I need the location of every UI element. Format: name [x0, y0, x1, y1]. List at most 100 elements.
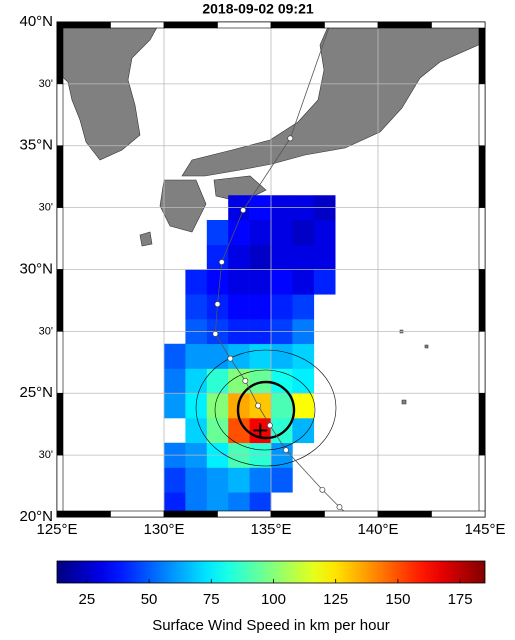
frame-band	[56, 207, 64, 270]
track-point	[240, 207, 247, 214]
x-tick-label: 145°E	[464, 521, 505, 538]
contours	[195, 349, 337, 467]
frame-band	[431, 21, 486, 29]
wind-cell	[185, 294, 208, 320]
wind-cell	[292, 244, 315, 270]
kyushu	[159, 179, 207, 233]
wind-cell	[271, 269, 293, 295]
frame-band	[431, 510, 486, 518]
korea-mainland	[57, 22, 161, 161]
axes: 125°E 130°E 135°E 140°E 145°E 20°N 30' 25°N 30' 3…	[19, 13, 505, 538]
wind-cell	[249, 368, 272, 394]
wind-cell	[292, 269, 315, 295]
frame-band	[56, 21, 64, 85]
wind-cell	[271, 467, 293, 493]
y-tick-label: 25°N	[19, 384, 53, 401]
x-tick-label: 130°E	[143, 521, 184, 538]
wind-cell	[292, 294, 315, 320]
wind-cell	[313, 269, 336, 295]
wind-cell	[228, 220, 250, 246]
frame-band	[163, 510, 218, 518]
wind-cell	[206, 343, 229, 369]
wind-cell	[206, 467, 229, 493]
track-point	[319, 486, 326, 493]
frame-band	[56, 454, 64, 518]
frame-band	[56, 331, 64, 394]
wind-cell	[249, 294, 272, 320]
wind-cell	[185, 418, 208, 444]
frame-band	[56, 510, 111, 518]
x-tick-label: 140°E	[357, 521, 398, 538]
frame-band	[217, 21, 272, 29]
wind-cell	[292, 220, 315, 246]
wind-cell	[206, 418, 229, 444]
colorbar-ramp	[56, 560, 486, 584]
frame-band	[478, 331, 486, 394]
track-point	[336, 504, 343, 511]
frame-band	[478, 392, 486, 456]
wind-cell	[292, 368, 315, 394]
wind-cell	[206, 368, 229, 394]
track-point	[266, 422, 273, 429]
frame-band	[324, 21, 379, 29]
wind-cell	[228, 343, 250, 369]
wind-cell	[228, 269, 250, 295]
frame-band	[110, 21, 165, 29]
frame-band	[478, 145, 486, 208]
frame-band	[377, 21, 432, 29]
y-tick-label: 30'	[39, 449, 53, 461]
track-point	[218, 259, 225, 266]
wind-cell	[228, 244, 250, 270]
island	[139, 231, 153, 247]
frame-band	[270, 21, 325, 29]
wind-cell	[249, 244, 272, 270]
wind-cell	[206, 393, 229, 419]
wind-cell	[228, 368, 250, 394]
y-tick-label: 30'	[39, 202, 53, 214]
track-point	[255, 402, 262, 409]
frame-band	[56, 21, 111, 29]
contour-line	[195, 349, 337, 467]
storm-center	[253, 423, 268, 438]
frame-band	[324, 510, 379, 518]
y-tick-label: 30'	[39, 78, 53, 90]
wind-cell	[271, 418, 293, 444]
wind-cell	[271, 294, 293, 320]
wind-cell	[206, 244, 229, 270]
frame-band	[478, 21, 486, 85]
wind-cell	[313, 220, 336, 246]
honshu	[181, 22, 485, 177]
track-point	[287, 135, 294, 142]
wind-cell	[164, 393, 186, 419]
frame-band	[56, 392, 64, 456]
wind-cell	[206, 220, 229, 246]
track-point	[242, 377, 249, 384]
colorbar-tick-label: 75	[203, 591, 220, 608]
wind-cell	[228, 294, 250, 320]
frame	[56, 21, 486, 518]
y-tick-label: 35°N	[19, 137, 53, 154]
wind-cell	[249, 269, 272, 295]
frame-band	[56, 83, 64, 147]
wind-cell	[228, 467, 250, 493]
wind-cell	[249, 467, 272, 493]
wind-cell	[292, 393, 315, 419]
frame-band	[377, 510, 432, 518]
y-tick-label: 20°N	[19, 508, 53, 525]
frame-band	[478, 269, 486, 332]
wind-cell	[271, 244, 293, 270]
wind-cell	[185, 343, 208, 369]
y-tick-label: 40°N	[19, 13, 53, 30]
colorbar-tick-label: 150	[385, 591, 410, 608]
colorbar-tick-label: 125	[323, 591, 348, 608]
y-tick-label: 30'	[39, 325, 53, 337]
wind-cell	[164, 368, 186, 394]
wind-cell	[292, 418, 315, 444]
graticule	[57, 22, 485, 517]
colorbar: 25 50 75 100 125 150 175	[56, 560, 486, 608]
frame-band	[110, 510, 165, 518]
island	[399, 329, 429, 405]
wind-cell	[164, 467, 186, 493]
x-tick-label: 125°E	[36, 521, 77, 538]
